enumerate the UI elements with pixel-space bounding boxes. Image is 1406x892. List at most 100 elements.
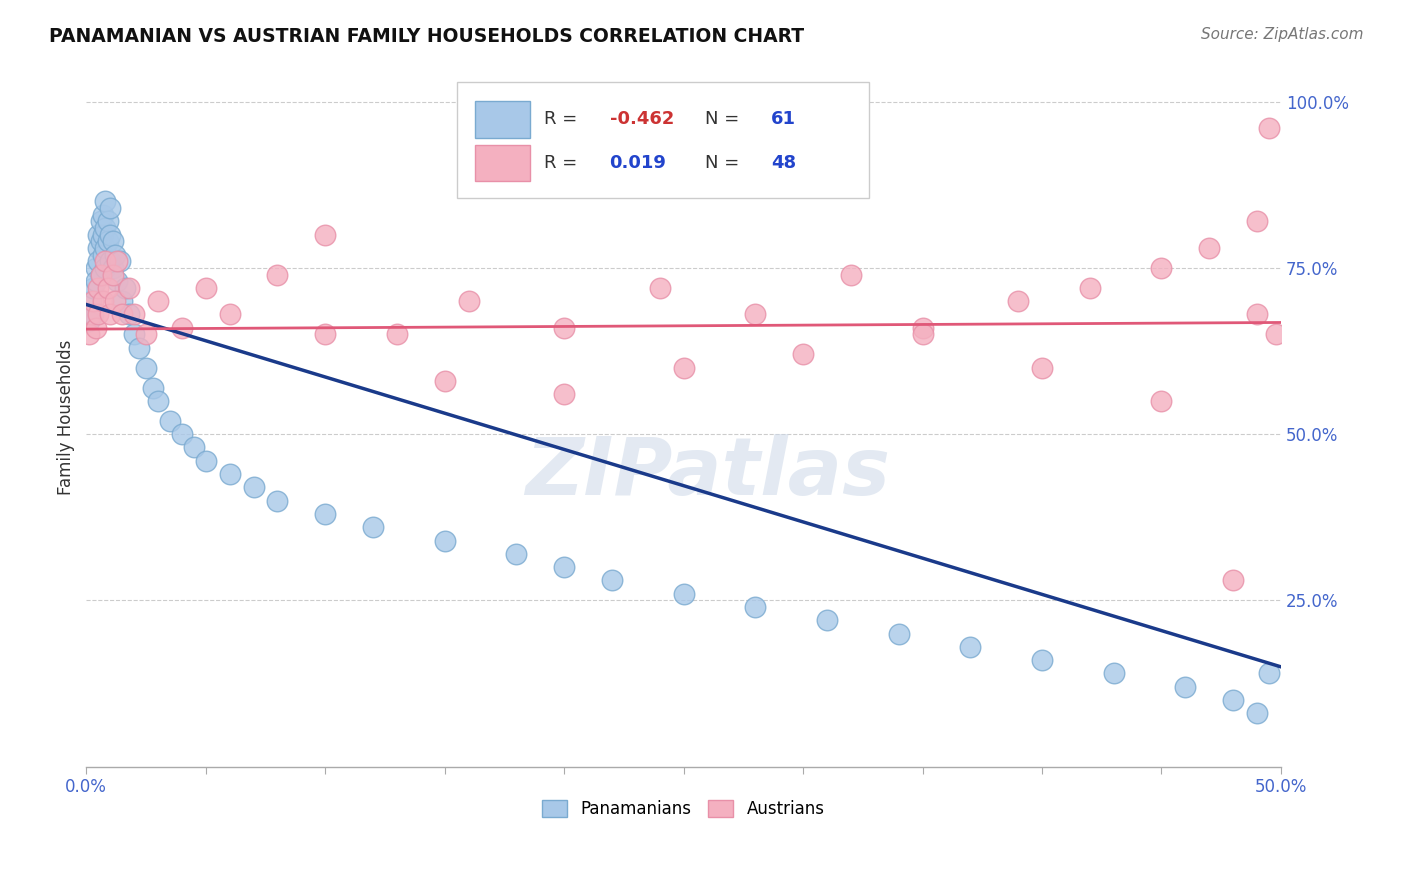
- Point: [911, 320, 934, 334]
- Point: [792, 347, 814, 361]
- FancyBboxPatch shape: [475, 102, 530, 137]
- Text: Source: ZipAtlas.com: Source: ZipAtlas.com: [1201, 27, 1364, 42]
- Point: [314, 227, 336, 242]
- Point: [1007, 294, 1029, 309]
- Point: [672, 360, 695, 375]
- Point: [91, 208, 114, 222]
- Point: [90, 235, 112, 249]
- Point: [266, 493, 288, 508]
- Point: [815, 613, 838, 627]
- Point: [94, 241, 117, 255]
- Point: [1078, 281, 1101, 295]
- Point: [87, 254, 110, 268]
- Point: [1246, 706, 1268, 721]
- Point: [97, 214, 120, 228]
- Point: [104, 294, 127, 309]
- Point: [90, 268, 112, 282]
- Point: [959, 640, 981, 654]
- Point: [80, 294, 103, 309]
- Point: [553, 320, 575, 334]
- Point: [101, 260, 124, 275]
- Point: [94, 254, 117, 268]
- Point: [314, 327, 336, 342]
- Point: [105, 254, 128, 268]
- Point: [1174, 680, 1197, 694]
- Point: [1258, 121, 1281, 136]
- Point: [135, 360, 157, 375]
- Point: [648, 281, 671, 295]
- Point: [159, 414, 181, 428]
- Point: [146, 393, 169, 408]
- Point: [118, 281, 141, 295]
- Point: [91, 294, 114, 309]
- Point: [101, 235, 124, 249]
- Point: [105, 274, 128, 288]
- Point: [385, 327, 408, 342]
- Point: [242, 480, 264, 494]
- Point: [101, 268, 124, 282]
- Point: [1258, 666, 1281, 681]
- Point: [77, 314, 100, 328]
- Point: [183, 441, 205, 455]
- Point: [82, 294, 104, 309]
- Point: [94, 194, 117, 209]
- Text: PANAMANIAN VS AUSTRIAN FAMILY HOUSEHOLDS CORRELATION CHART: PANAMANIAN VS AUSTRIAN FAMILY HOUSEHOLDS…: [49, 27, 804, 45]
- Point: [887, 626, 910, 640]
- Point: [84, 260, 107, 275]
- Point: [142, 381, 165, 395]
- Point: [98, 227, 121, 242]
- Point: [84, 274, 107, 288]
- Point: [82, 281, 104, 295]
- Point: [744, 308, 766, 322]
- Point: [98, 254, 121, 268]
- Point: [87, 241, 110, 255]
- Point: [1150, 393, 1173, 408]
- Point: [87, 281, 110, 295]
- Point: [194, 281, 217, 295]
- Point: [457, 294, 479, 309]
- Text: R =: R =: [544, 111, 583, 128]
- Point: [1102, 666, 1125, 681]
- Text: 48: 48: [770, 153, 796, 172]
- Point: [1222, 693, 1244, 707]
- Text: N =: N =: [706, 111, 745, 128]
- Point: [839, 268, 862, 282]
- Y-axis label: Family Households: Family Households: [58, 340, 75, 495]
- Point: [1031, 653, 1053, 667]
- Point: [744, 600, 766, 615]
- Point: [87, 308, 110, 322]
- Point: [104, 247, 127, 261]
- Point: [553, 560, 575, 574]
- Point: [218, 467, 240, 481]
- FancyBboxPatch shape: [457, 82, 869, 198]
- Point: [94, 260, 117, 275]
- Text: -0.462: -0.462: [610, 111, 673, 128]
- Point: [111, 308, 134, 322]
- Point: [128, 341, 150, 355]
- Point: [433, 533, 456, 548]
- Point: [911, 327, 934, 342]
- Point: [77, 327, 100, 342]
- Point: [122, 327, 145, 342]
- FancyBboxPatch shape: [475, 145, 530, 181]
- Legend: Panamanians, Austrians: Panamanians, Austrians: [536, 793, 831, 824]
- Point: [1246, 308, 1268, 322]
- Text: 61: 61: [770, 111, 796, 128]
- Point: [218, 308, 240, 322]
- Point: [672, 587, 695, 601]
- Point: [314, 507, 336, 521]
- Point: [146, 294, 169, 309]
- Point: [553, 387, 575, 401]
- Point: [1031, 360, 1053, 375]
- Point: [194, 454, 217, 468]
- Point: [1150, 260, 1173, 275]
- Point: [108, 254, 131, 268]
- Point: [82, 308, 104, 322]
- Point: [266, 268, 288, 282]
- Point: [97, 281, 120, 295]
- Point: [433, 374, 456, 388]
- Point: [90, 268, 112, 282]
- Point: [118, 308, 141, 322]
- Point: [80, 308, 103, 322]
- Point: [600, 574, 623, 588]
